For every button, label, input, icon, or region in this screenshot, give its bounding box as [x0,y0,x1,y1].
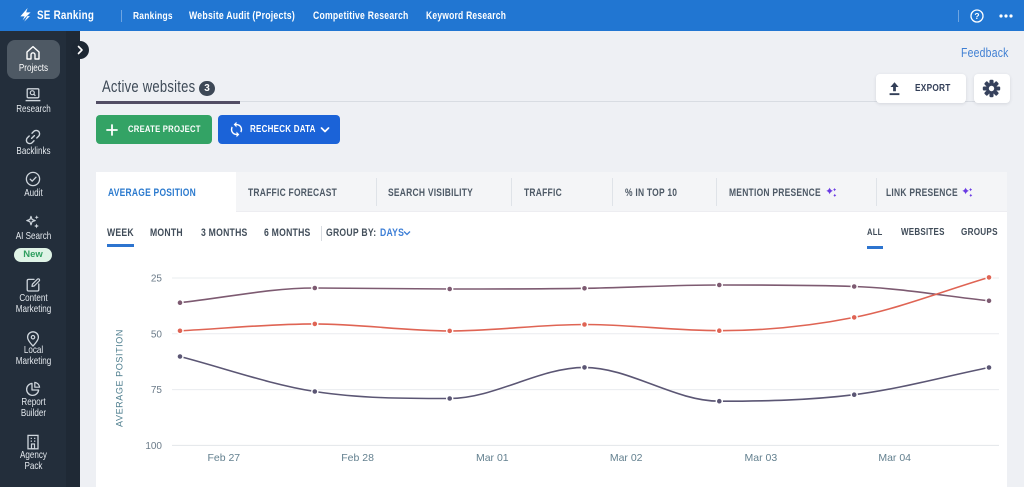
svg-text:Feb 28: Feb 28 [341,452,374,464]
svg-text:50: 50 [151,329,163,340]
svg-text:Mar 03: Mar 03 [745,452,778,464]
svg-text:AVERAGE POSITION: AVERAGE POSITION [115,329,125,427]
svg-text:100: 100 [145,441,162,452]
svg-text:Mar 04: Mar 04 [878,452,911,464]
svg-text:75: 75 [151,385,163,396]
svg-text:25: 25 [151,274,163,285]
svg-text:Mar 01: Mar 01 [476,452,509,464]
svg-text:?: ? [974,11,979,21]
svg-text:Mar 02: Mar 02 [610,452,643,464]
svg-text:Feb 27: Feb 27 [207,452,240,464]
